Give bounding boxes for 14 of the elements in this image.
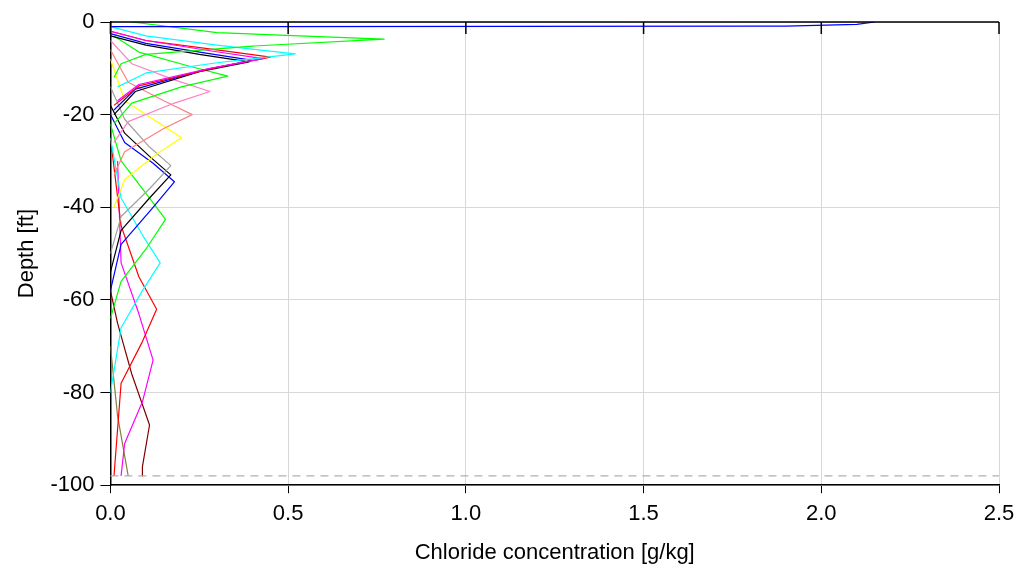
x-tick-label: 2.0	[805, 500, 837, 526]
x-tick-label: 0.0	[95, 500, 126, 526]
x-tick-label: 1.0	[450, 500, 482, 526]
y-tick-label: -60	[62, 285, 95, 311]
y-tick-label: -80	[62, 378, 95, 404]
y-tick-label: -40	[62, 193, 95, 219]
x-tick-label: 1.5	[628, 500, 659, 526]
y-tick-label: -100	[50, 471, 95, 497]
y-axis-title: Depth [ft]	[13, 208, 39, 299]
y-tick-label: -20	[62, 100, 95, 126]
x-tick-label: 2.5	[983, 500, 1015, 526]
x-axis-title: Chloride concentration [g/kg]	[414, 538, 695, 564]
x-tick-label: 0.5	[272, 500, 304, 526]
y-tick-label: 0	[82, 8, 95, 34]
